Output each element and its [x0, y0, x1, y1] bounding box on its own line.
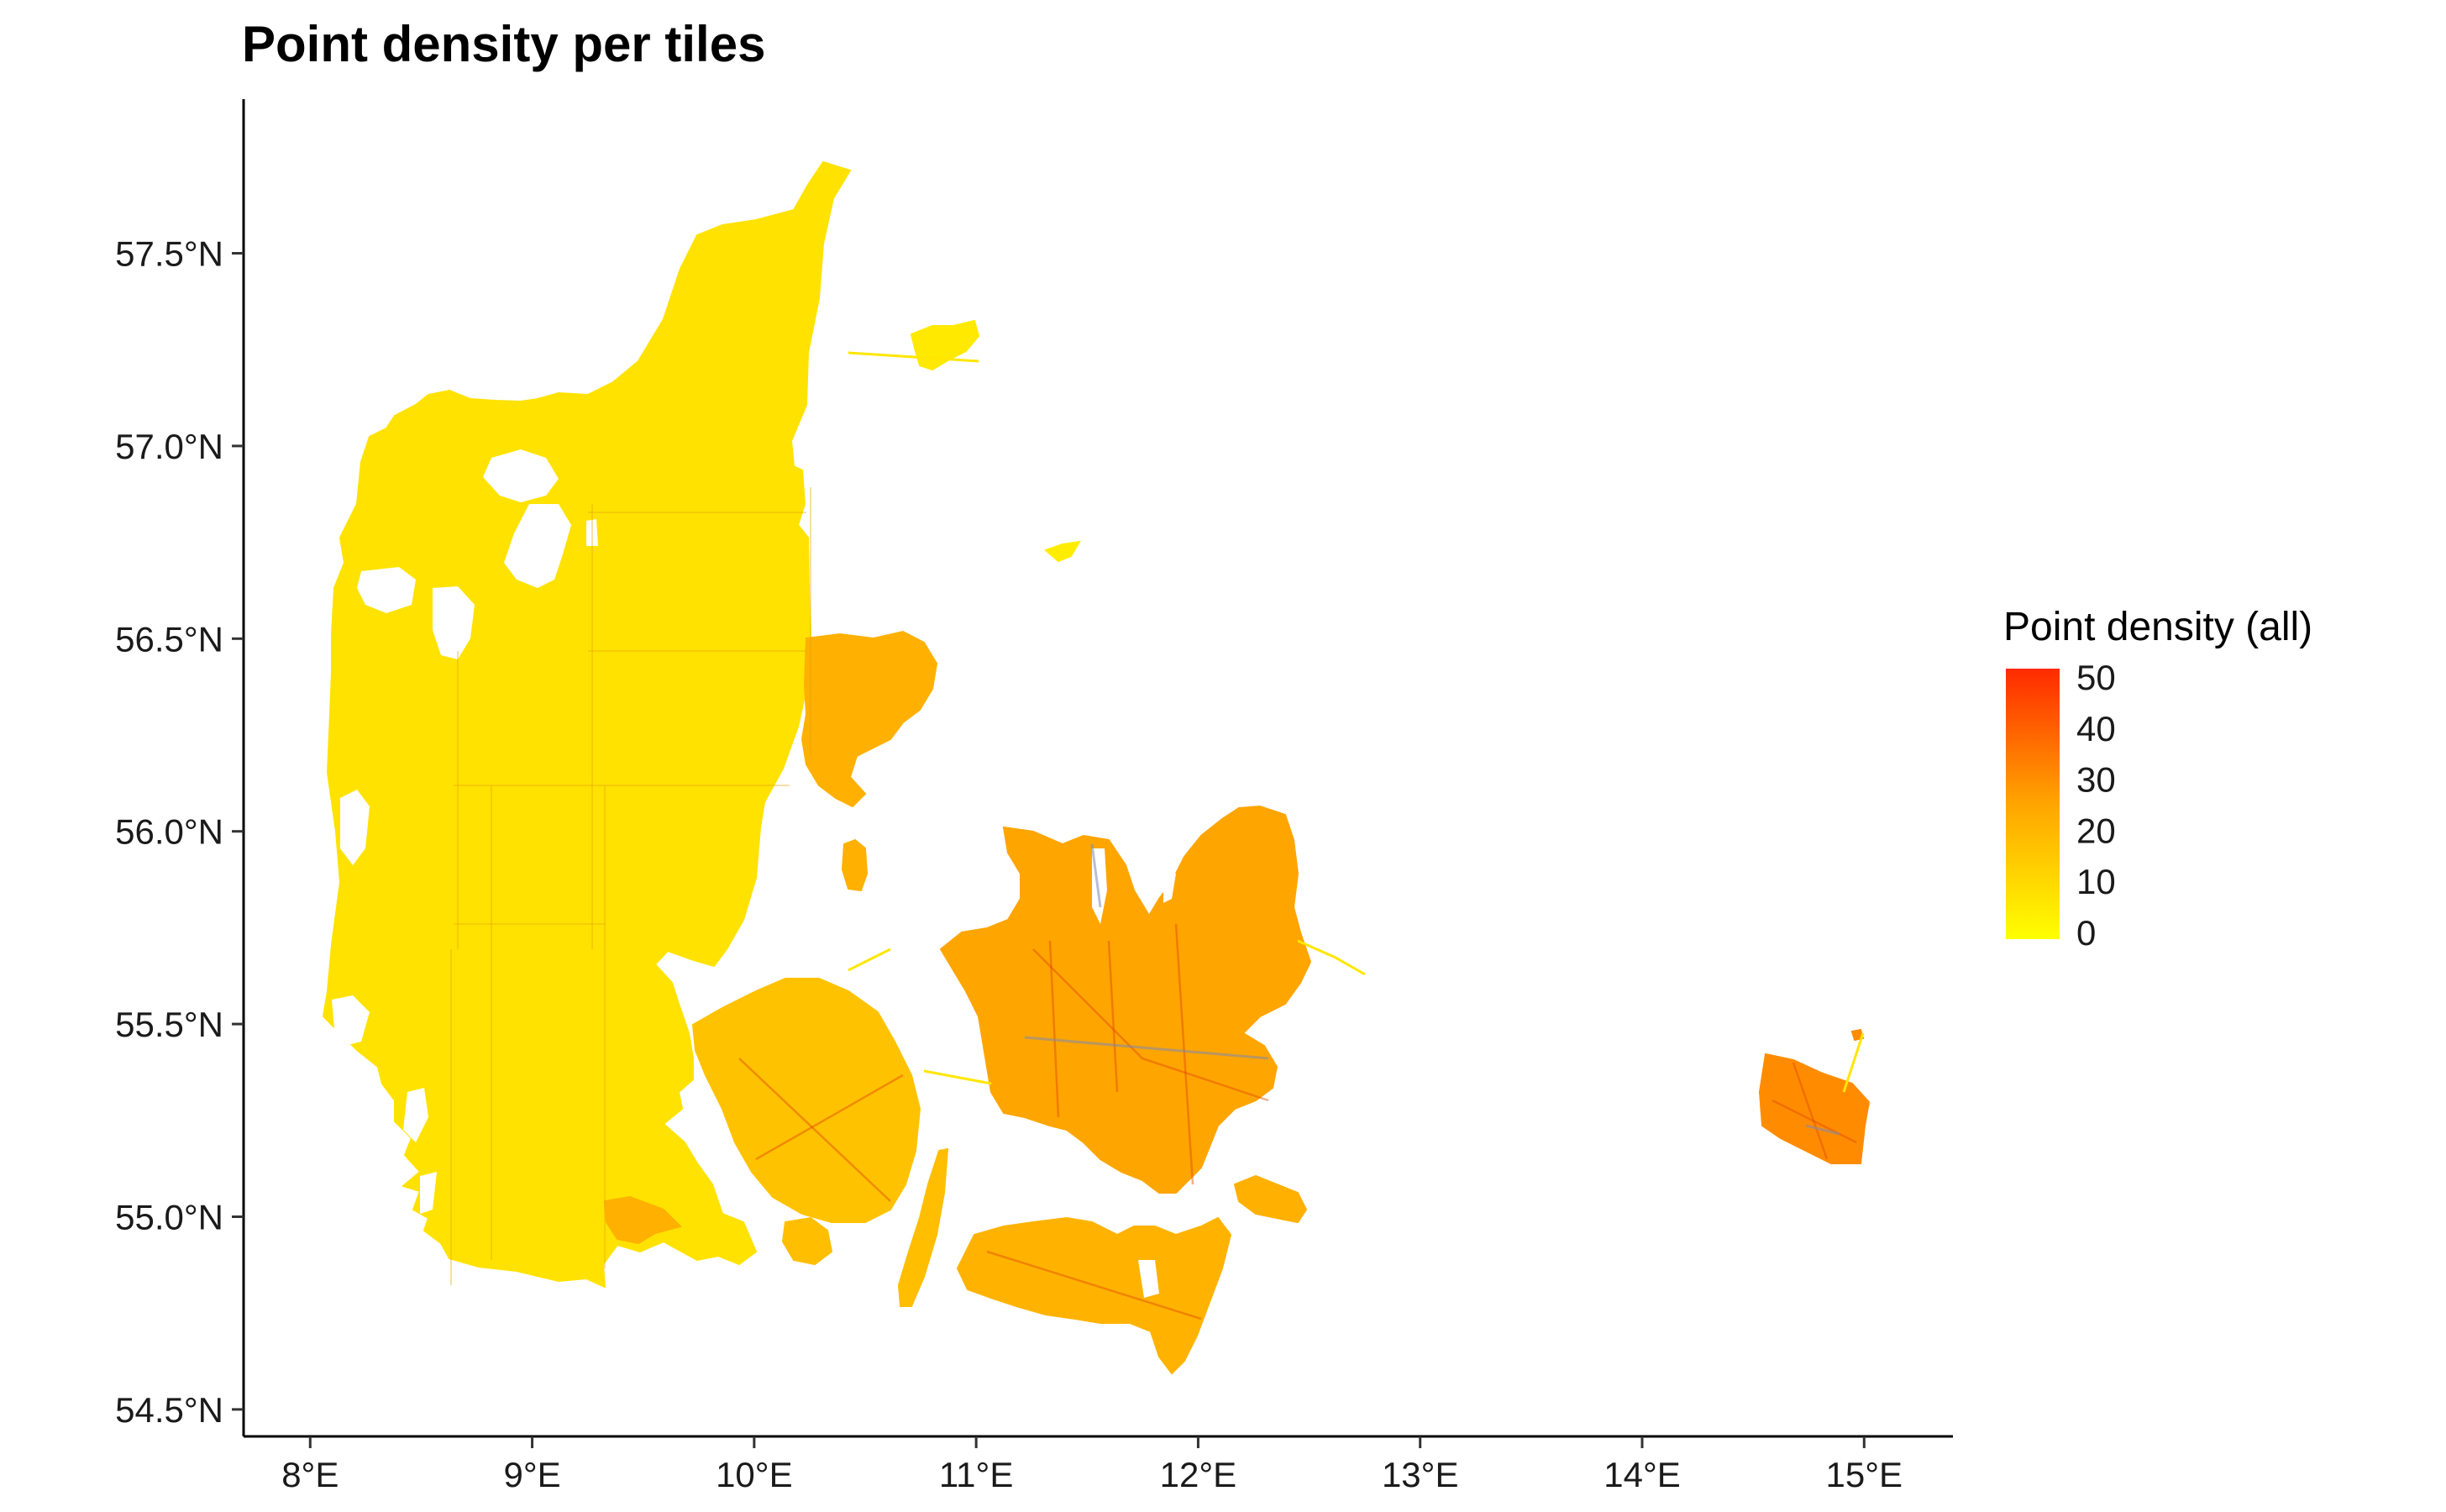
x-axis-ticks: 8°E 9°E 10°E 11°E 12°E 13°E 14°E 15°E — [281, 1436, 1903, 1494]
region-anholt — [1044, 540, 1081, 563]
region-christianso — [1850, 1028, 1865, 1042]
region-mon — [1233, 1174, 1308, 1224]
x-tick-label: 11°E — [939, 1455, 1013, 1494]
road-lines — [738, 923, 1857, 1320]
y-tick-label: 57.5°N — [115, 234, 223, 274]
legend-label: 50 — [2076, 658, 2116, 697]
x-tick-label: 8°E — [281, 1455, 339, 1494]
region-funen — [691, 978, 921, 1223]
legend-labels: 50 40 30 20 10 0 — [2076, 658, 2116, 953]
region-djursland — [800, 630, 938, 808]
legend-label: 0 — [2076, 913, 2096, 953]
y-tick-label: 55.5°N — [115, 1005, 223, 1044]
region-langeland — [897, 1147, 949, 1307]
axes — [242, 99, 1953, 1438]
x-tick-label: 10°E — [716, 1455, 793, 1494]
land-layer — [322, 160, 1871, 1375]
y-tick-label: 56.5°N — [115, 619, 223, 659]
region-aero — [781, 1216, 833, 1266]
region-jutland — [322, 160, 852, 1289]
legend-colorbar — [2006, 669, 2060, 939]
legend: Point density (all) 50 40 30 20 10 0 — [2003, 605, 2312, 953]
region-zealand — [939, 805, 1312, 1194]
y-axis-ticks: 54.5°N 55.0°N 55.5°N 56.0°N 56.5°N 57.0°N 57.5… — [115, 234, 244, 1430]
y-tick-label: 56.0°N — [115, 812, 223, 852]
region-lolland-falster — [956, 1216, 1232, 1375]
x-tick-label: 9°E — [503, 1455, 560, 1494]
legend-label: 10 — [2076, 862, 2116, 901]
region-als — [603, 1195, 682, 1245]
x-tick-label: 15°E — [1826, 1455, 1903, 1494]
region-samso — [841, 838, 869, 892]
x-tick-label: 13°E — [1382, 1455, 1459, 1494]
map-title: Point density per tiles — [242, 16, 766, 72]
legend-label: 30 — [2076, 760, 2116, 800]
y-tick-label: 54.5°N — [115, 1390, 223, 1430]
y-tick-label: 55.0°N — [115, 1197, 223, 1236]
region-laeso — [910, 319, 980, 371]
x-tick-label: 12°E — [1160, 1455, 1237, 1494]
legend-title: Point density (all) — [2003, 605, 2312, 649]
dense-urban-lines — [1024, 843, 1840, 1136]
x-tick-label: 14°E — [1604, 1455, 1681, 1494]
region-bornholm — [1758, 1053, 1871, 1164]
y-tick-label: 57.0°N — [115, 427, 223, 466]
tile-grid — [450, 487, 811, 1285]
fixed-links — [848, 351, 1865, 1093]
legend-label: 40 — [2076, 709, 2116, 748]
legend-label: 20 — [2076, 811, 2116, 850]
